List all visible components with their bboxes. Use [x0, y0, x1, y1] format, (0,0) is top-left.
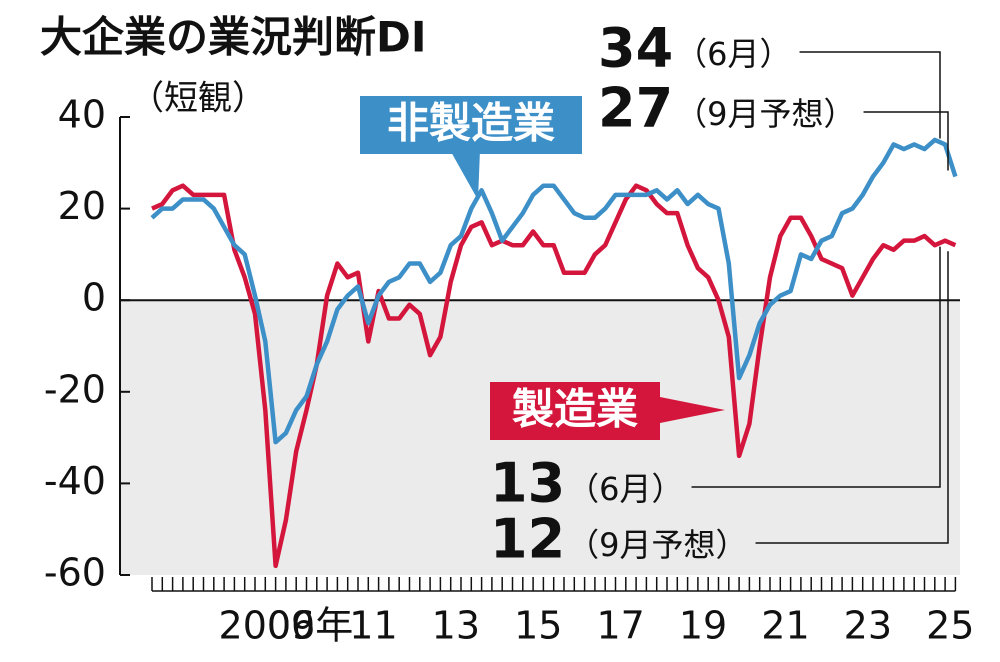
- x-tick-label: 21: [761, 604, 809, 648]
- x-tick-label: 13: [432, 604, 480, 648]
- y-tick-label: -20: [44, 367, 106, 411]
- y-tick-label: 20: [58, 184, 106, 228]
- leader-line: [863, 111, 949, 171]
- y-tick-label: -40: [44, 459, 106, 503]
- x-tick-label: 23: [844, 604, 892, 648]
- y-tick-label: 40: [58, 93, 106, 137]
- annotation-note: （6月）: [567, 470, 683, 508]
- label-box: [490, 382, 660, 440]
- label-pointer: [655, 396, 725, 424]
- y-tick-label: 0: [82, 276, 106, 320]
- series-line: [150, 137, 958, 445]
- chart-title: 大企業の業況判断DI: [40, 13, 427, 62]
- annotation-value: 27: [598, 77, 673, 140]
- x-tick-label: 19: [679, 604, 727, 648]
- label-pointer: [450, 150, 480, 200]
- leader-line: [755, 251, 949, 544]
- leader-line: [691, 246, 941, 488]
- series-label: 非製造業: [387, 99, 555, 148]
- x-tick-label: 17: [596, 604, 644, 648]
- x-tick-label: 09: [267, 604, 315, 648]
- leader-line: [799, 51, 941, 139]
- x-tick-label: 15: [514, 604, 562, 648]
- label-box: [360, 96, 582, 154]
- annotation-note: （9月予想）: [567, 526, 747, 564]
- annotation-note: （6月）: [675, 35, 791, 73]
- series-label: 製造業: [512, 385, 638, 434]
- y-tick-label: -60: [44, 551, 106, 595]
- x-tick-label: 11: [349, 604, 397, 648]
- annotation-value: 13: [490, 452, 565, 515]
- annotation-value: 12: [490, 508, 565, 571]
- x-tick-label: 2006年: [219, 604, 354, 648]
- annotation-value: 34: [598, 17, 673, 80]
- annotation-note: （9月予想）: [675, 95, 855, 133]
- series-line: [151, 183, 957, 569]
- chart-subtitle: （短観）: [130, 79, 266, 119]
- x-tick-label: 25: [926, 604, 974, 648]
